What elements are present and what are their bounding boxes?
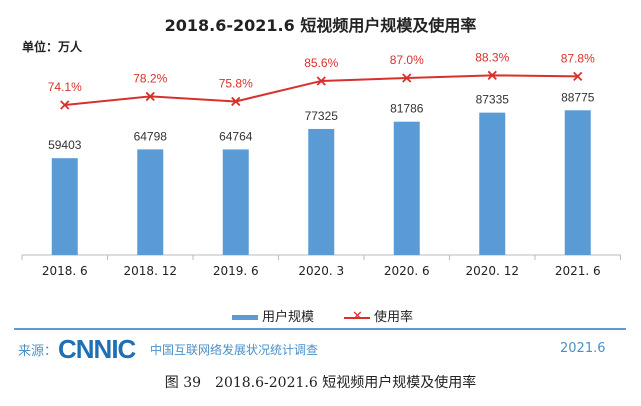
bar-value-label: 59403 <box>48 138 82 152</box>
bar <box>51 158 78 255</box>
rate-marker <box>487 70 497 80</box>
bar <box>479 112 506 255</box>
bar <box>222 149 249 255</box>
figure-caption: 图 39 2018.6-2021.6 短视频用户规模及使用率 <box>164 375 477 391</box>
x-tick-label: 2020. 3 <box>298 264 344 278</box>
x-tick-label: 2021. 6 <box>555 264 601 278</box>
bar-value-label: 81786 <box>390 102 424 116</box>
x-tick-label: 2018. 12 <box>124 264 177 278</box>
legend-label-users: 用户规模 <box>262 310 315 325</box>
chart-plot: 59403 2018. 6 64798 2018. 12 64764 2019. 6 773… <box>21 50 621 278</box>
bar-value-label: 87335 <box>476 93 510 107</box>
bar-value-label: 64764 <box>219 129 253 143</box>
bar-value-label: 77325 <box>305 109 339 123</box>
rate-marker <box>145 91 155 102</box>
x-tick-label: 2018. 6 <box>42 264 88 278</box>
rate-marker <box>402 73 412 83</box>
rate-value-label: 88.3% <box>475 50 509 64</box>
cnnic-logo: CNNIC <box>58 334 136 364</box>
unit-label: 单位：万人 <box>22 40 83 54</box>
x-tick-label: 2019. 6 <box>213 264 259 278</box>
rate-value-label: 78.2% <box>133 71 167 85</box>
rate-marker <box>231 96 241 107</box>
bar <box>308 128 335 255</box>
legend-item-users: 用户规模 <box>232 306 314 325</box>
rate-value-label: 75.8% <box>219 76 253 90</box>
source-survey: 中国互联网络发展状况统计调查 <box>150 343 319 357</box>
source-date: 2021.6 <box>560 341 606 356</box>
bar <box>137 149 164 255</box>
legend-label-rate: 使用率 <box>374 310 414 325</box>
bar-value-label: 88775 <box>561 90 595 104</box>
bar-value-label: 64798 <box>134 129 168 143</box>
divider <box>14 328 626 330</box>
rate-value-label: 74.1% <box>48 80 82 94</box>
rate-marker <box>573 71 583 82</box>
rate-marker <box>316 76 326 86</box>
legend-line-x-icon: ✕ <box>344 309 370 325</box>
x-tick-label: 2020. 6 <box>384 264 430 278</box>
chart-title: 2018.6-2021.6 短视频用户规模及使用率 <box>164 16 477 35</box>
rate-value-label: 85.6% <box>304 56 338 70</box>
bar <box>564 110 591 255</box>
legend-item-rate: ✕ 使用率 <box>344 306 413 325</box>
source-label: 来源： <box>18 344 58 359</box>
bar <box>393 121 420 256</box>
rate-value-label: 87.0% <box>390 53 424 67</box>
rate-value-label: 87.8% <box>561 51 595 65</box>
x-tick-label: 2020. 12 <box>466 264 519 278</box>
legend-bar-swatch-icon <box>232 315 258 320</box>
rate-marker <box>60 100 70 110</box>
